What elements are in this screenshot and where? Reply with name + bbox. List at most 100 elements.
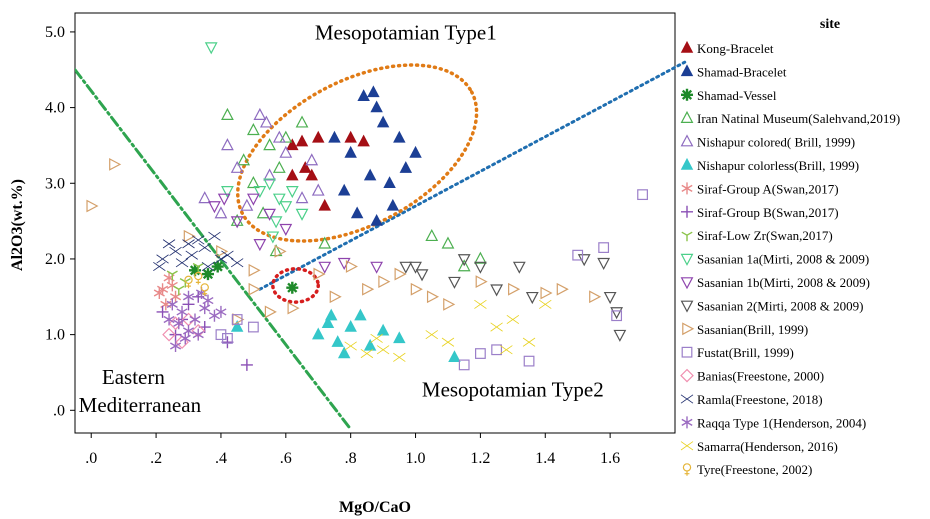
data-point — [263, 208, 276, 221]
axis-ticks: .0 .2 .4 .6 .8 1.0 1.2 1.4 1.6 .0 1.0 2.0 3.0 4.0 5.0 — [45, 24, 620, 467]
data-point — [221, 250, 234, 260]
data-point — [637, 189, 648, 201]
data-point — [441, 337, 455, 347]
data-point — [295, 208, 309, 221]
data-point — [182, 290, 195, 303]
data-point — [441, 236, 455, 249]
data-point — [215, 305, 227, 318]
y-tick-label: 5.0 — [45, 24, 65, 41]
data-point — [540, 286, 553, 300]
data-point — [523, 355, 535, 367]
data-point — [370, 333, 383, 343]
legend-label: Raqqa Type 1(Henderson, 2004) — [697, 415, 866, 430]
data-point — [214, 206, 228, 219]
data-point — [217, 193, 231, 206]
data-point — [269, 244, 283, 257]
legend-label: Ramla(Freestone, 2018) — [697, 392, 823, 407]
data-point-cross — [195, 279, 201, 285]
data-point — [393, 331, 406, 344]
data-point — [354, 308, 367, 321]
x-axis-label: MgO/CaO — [339, 499, 411, 516]
legend-title: site — [820, 17, 840, 32]
data-point — [399, 261, 413, 274]
data-point — [182, 239, 195, 249]
data-point — [269, 216, 283, 229]
data-point — [426, 290, 440, 304]
legend-label: Kong-Bracelet — [697, 41, 774, 56]
data-point-cross — [186, 283, 191, 289]
legend-marker — [680, 441, 694, 451]
data-point — [457, 254, 471, 267]
x-tick-label: .2 — [150, 450, 162, 467]
data-point — [522, 337, 536, 347]
legend-label: Banias(Freestone, 2000) — [697, 369, 824, 384]
data-point — [399, 161, 413, 173]
data-point — [246, 193, 260, 206]
data-point — [597, 257, 611, 271]
data-point — [263, 168, 276, 181]
data-point — [179, 278, 191, 288]
data-point — [344, 319, 357, 332]
data-point — [263, 178, 276, 191]
data-point — [458, 359, 470, 371]
data-point — [166, 298, 178, 311]
data-point — [86, 199, 99, 213]
data-point — [512, 261, 526, 274]
legend-label: Shamad-Vessel — [697, 88, 777, 103]
data-point — [360, 349, 374, 359]
data-point — [337, 257, 351, 271]
legend-label: Tyre(Freestone, 2002) — [697, 462, 812, 477]
data-point — [163, 313, 175, 326]
x-tick-label: .8 — [345, 450, 357, 467]
data-point — [611, 310, 623, 322]
data-point — [425, 330, 438, 340]
data-point — [305, 168, 318, 181]
data-point — [376, 323, 390, 336]
series-2 — [189, 260, 299, 294]
data-point — [201, 268, 214, 281]
data-point — [274, 244, 287, 258]
legend-marker — [680, 300, 694, 313]
data-point — [156, 305, 169, 318]
data-point — [153, 287, 165, 299]
data-point — [179, 332, 191, 345]
data-point — [253, 107, 267, 120]
data-point — [508, 282, 521, 296]
data-point — [318, 261, 332, 274]
data-point — [166, 270, 178, 281]
legend-marker — [680, 134, 694, 147]
legend-marker — [682, 322, 695, 336]
data-point — [525, 291, 539, 305]
legend-label: Siraf-Group B(Swan,2017) — [697, 205, 839, 220]
series-13 — [215, 189, 648, 371]
legend-label: Fustat(Brill, 1999) — [697, 345, 794, 360]
data-point — [344, 145, 357, 158]
data-point — [598, 242, 610, 253]
data-point — [231, 314, 243, 325]
data-point — [253, 239, 267, 252]
data-point — [153, 261, 166, 272]
data-point — [189, 313, 201, 326]
data-point — [443, 297, 456, 311]
data-point — [394, 267, 407, 281]
data-point — [240, 358, 253, 371]
data-point — [321, 316, 335, 328]
legend-label: Sasanian(Brill, 1999) — [697, 322, 808, 337]
data-point — [475, 348, 486, 359]
data-point — [378, 275, 391, 289]
data-point — [345, 260, 358, 273]
legend-marker-ring — [682, 463, 692, 472]
data-point — [279, 223, 293, 236]
data-point — [192, 262, 204, 273]
data-point — [318, 198, 331, 211]
data-point — [305, 153, 319, 166]
data-point — [237, 153, 251, 166]
data-point — [363, 168, 377, 181]
data-point — [230, 258, 244, 268]
data-point — [357, 134, 370, 147]
legend-marker — [680, 253, 694, 266]
legend-marker — [681, 182, 693, 195]
region-label: Mesopotamian Type2 — [422, 378, 604, 402]
data-point — [448, 276, 461, 289]
data-point — [230, 319, 244, 332]
